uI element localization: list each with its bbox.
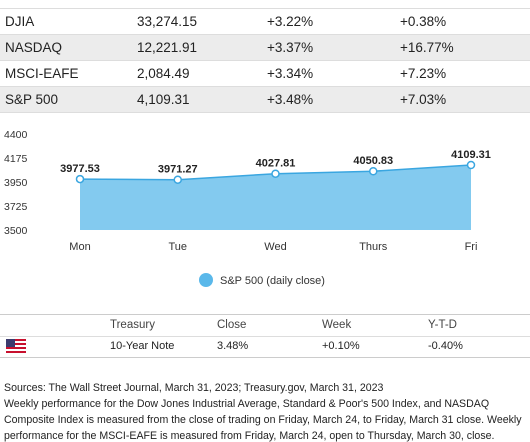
table-cell: DJIA: [5, 14, 35, 29]
table-cell: +3.48%: [267, 92, 314, 107]
table-cell: NASDAQ: [5, 40, 63, 55]
table-cell: +7.03%: [400, 92, 447, 107]
chart: 3500 3725 3950 4175 4400 3977.53 Mon 3971.27 Tue…: [4, 129, 491, 287]
header-cell: Close: [217, 319, 247, 331]
table-line: [0, 357, 530, 358]
table-row: [0, 61, 530, 87]
table-cell: +3.37%: [267, 40, 314, 55]
table-cell: +3.34%: [267, 66, 314, 81]
table-row: [0, 87, 530, 113]
y-tick-label: 3500: [4, 225, 28, 237]
x-tick-label: Mon: [69, 241, 90, 253]
table-cell: S&P 500: [5, 92, 59, 107]
table-cell: 3.48%: [217, 340, 249, 352]
note: Weekly performance for the Dow Jones Ind…: [4, 398, 522, 442]
header-cell: Y-T-D: [400, 0, 435, 8]
value-label: 4050.83: [353, 155, 393, 167]
point: [75, 174, 85, 184]
y-tick-label: 4175: [4, 153, 28, 165]
header-cell: Market Index: [5, 0, 88, 8]
header-cell: Treasury: [110, 319, 155, 331]
table-cell: +16.77%: [400, 40, 454, 55]
value-label: 4027.81: [256, 158, 296, 170]
y-tick-label: 3725: [4, 201, 28, 213]
value-label: 3971.27: [158, 164, 198, 176]
table-cell: +0.10%: [322, 340, 360, 352]
point: [271, 169, 280, 178]
x-tick-label: Tue: [168, 241, 187, 253]
header-cell: Week: [322, 319, 352, 331]
table-cell: 2,084.49: [137, 66, 190, 81]
table-cell: 33,274.15: [137, 14, 198, 29]
point: [369, 166, 378, 176]
header-cell: Y-T-D: [428, 319, 457, 331]
legend-swatch: [199, 273, 213, 287]
table-cell: 10-Year Note: [110, 340, 175, 352]
y-tick-label: 4400: [4, 129, 28, 141]
table-cell: -0.40%: [428, 340, 463, 352]
value-label: 3977.53: [60, 163, 100, 175]
table-line: [0, 314, 530, 315]
legend-label: S&P 500 (daily close): [220, 275, 325, 287]
point: [173, 175, 182, 184]
table-cell: +7.23%: [400, 66, 447, 81]
table-line: [0, 8, 530, 9]
value-label: 4109.31: [451, 149, 491, 161]
table-line: [0, 336, 530, 337]
y-tick-label: 3950: [4, 177, 28, 189]
table-cell: +3.22%: [267, 14, 314, 29]
header-cell: Week: [267, 0, 302, 8]
table-cell: 4,109.31: [137, 92, 190, 107]
table-cell: +0.38%: [400, 14, 447, 29]
sources: Sources: The Wall Street Journal, March …: [4, 382, 384, 394]
table-row: [0, 9, 530, 35]
x-tick-label: Thurs: [359, 241, 388, 253]
x-tick-label: Wed: [264, 241, 286, 253]
table-row: [0, 35, 530, 61]
us-flag: [6, 339, 26, 353]
point: [466, 160, 476, 170]
table-cell: 12,221.91: [137, 40, 198, 55]
header-cell: Close: [137, 0, 174, 8]
table-cell: MSCI-EAFE: [5, 66, 79, 81]
x-tick-label: Fri: [465, 241, 478, 253]
